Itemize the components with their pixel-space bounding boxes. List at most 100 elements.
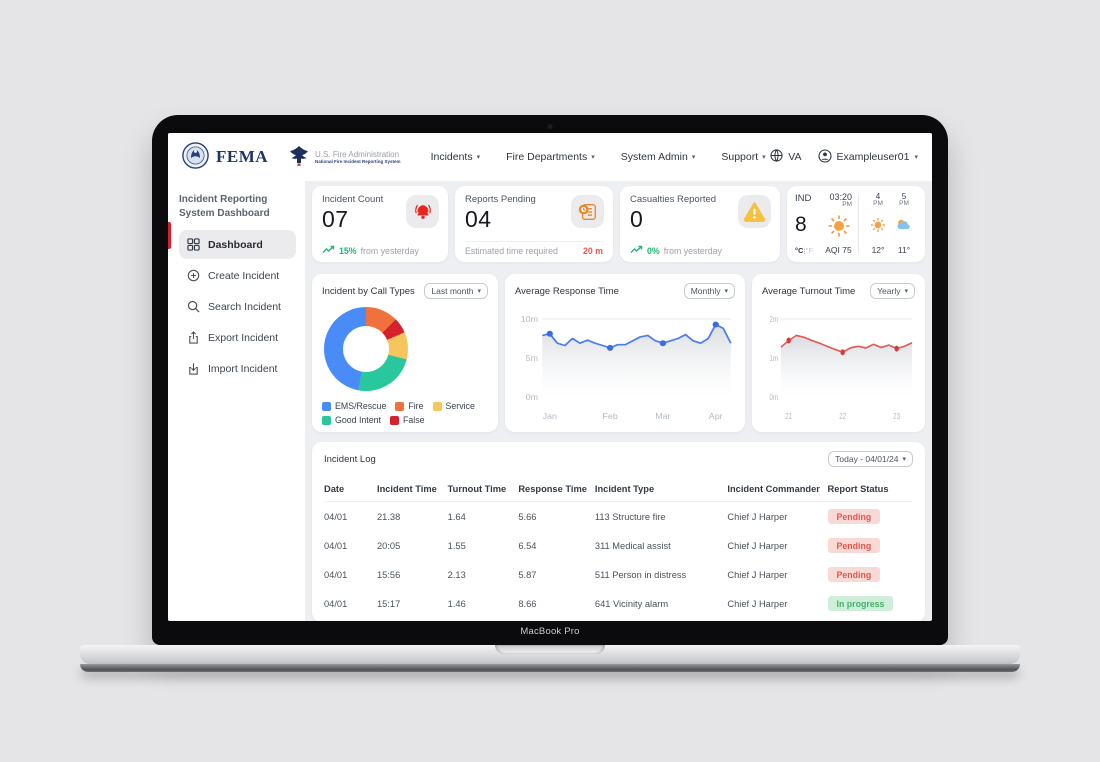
trend-note: from yesterday	[663, 245, 722, 256]
eta-note: Estimated time required	[465, 246, 558, 256]
sidebar-item-export-incident[interactable]: Export Incident	[179, 323, 296, 352]
nav-incidents[interactable]: Incidents ▾	[430, 151, 481, 163]
svg-text:1m: 1m	[769, 353, 778, 363]
chart-title: Incident by Call Types	[322, 285, 415, 297]
usfa-subtitle: National Fire Incident Reporting System	[315, 159, 401, 164]
chevron-down-icon: ▾	[476, 154, 481, 161]
user-menu[interactable]: Exampleuser01 ▾	[817, 148, 918, 166]
table-row[interactable]: 04/01 20:05 1.55 6.54 311 Medical assist Chie…	[324, 531, 913, 560]
import-icon	[187, 362, 200, 375]
sidebar-item-create-incident[interactable]: Create Incident	[179, 261, 296, 290]
weather-location: IND	[795, 193, 812, 204]
dashboard-grid-icon	[187, 238, 200, 251]
svg-text:5m: 5m	[526, 353, 538, 363]
svg-text:2m: 2m	[769, 314, 778, 324]
chevron-down-icon: ▾	[691, 154, 696, 161]
svg-text:Feb: Feb	[602, 411, 617, 421]
nav-support[interactable]: Support ▾	[721, 151, 766, 163]
svg-text:22: 22	[839, 411, 846, 421]
weather-divider	[858, 195, 859, 253]
legend-false: False	[389, 415, 425, 425]
sidebar-item-import-incident[interactable]: Import Incident	[179, 354, 296, 383]
sun-icon	[827, 214, 851, 240]
svg-text:10m: 10m	[521, 314, 538, 324]
weather-card: IND 8 °C|°F 03:20 PM AQI 75	[787, 186, 925, 262]
incident-count-card: Incident Count 07	[312, 186, 448, 262]
period-select[interactable]: Last month ▾	[424, 283, 488, 299]
active-item-accent	[168, 222, 171, 249]
chevron-down-icon: ▾	[477, 288, 481, 295]
col-header-incident-commander: Incident Commander	[727, 484, 820, 494]
turnout-time-line-chart: 2m 1m 0m 21 22 23	[762, 299, 915, 426]
region-selector[interactable]: VA	[770, 149, 802, 165]
avg-turnout-time-card: Average Turnout Time Yearly ▾ 2m 1m 0m 21 22 2…	[752, 274, 925, 432]
sidebar-items: Dashboard Create Incident Search Incident E…	[179, 230, 296, 385]
svg-text:Jan: Jan	[543, 411, 558, 421]
svg-text:23: 23	[893, 411, 900, 421]
reports-pending-value: 04	[465, 206, 492, 232]
svg-text:Apr: Apr	[709, 411, 723, 421]
main-nav: Incidents ▾ Fire Departments ▾ System Admin ▾…	[431, 151, 766, 163]
col-header-date: Date	[324, 484, 345, 494]
date-filter-select[interactable]: Today - 04/01/24 ▾	[828, 451, 913, 467]
avg-response-time-card: Average Response Time Monthly ▾ 10m 5m 0m Ja…	[505, 274, 745, 432]
svg-text:21: 21	[785, 411, 792, 421]
legend-service: Service	[432, 401, 475, 411]
nav-system-admin[interactable]: System Admin ▾	[620, 151, 696, 163]
stat-label: Reports Pending	[465, 194, 536, 205]
warning-triangle-icon	[738, 195, 771, 228]
period-select[interactable]: Yearly ▾	[870, 283, 915, 299]
pending-report-icon	[571, 195, 604, 228]
sun-cloud-icon	[895, 218, 913, 234]
trend-note: from yesterday	[360, 245, 419, 256]
incident-log-card: Incident Log Today - 04/01/24 ▾ Date Incid…	[312, 442, 925, 621]
col-header-response-time: Response Time	[518, 484, 587, 494]
legend-fire: Fire	[395, 401, 424, 411]
top-navbar: FEMA U.S. Fire Administration National F…	[168, 133, 932, 181]
weather-units: °C|°F	[795, 246, 813, 255]
weather-time: 03:20 PM	[829, 192, 852, 208]
stat-cards-row: Incident Count 07	[312, 186, 925, 262]
donut-legend: EMS/Rescue Fire Service Good Intent False	[322, 401, 492, 425]
table-row[interactable]: 04/01 21.38 1.64 5.66 113 Structure fire Chie…	[324, 502, 913, 531]
laptop-base-edge	[80, 664, 1020, 672]
export-icon	[187, 331, 200, 344]
region-label: VA	[788, 151, 802, 163]
fema-seal-icon	[182, 142, 209, 172]
globe-icon	[770, 149, 783, 165]
fema-wordmark: FEMA	[216, 147, 269, 166]
laptop-base	[80, 645, 1020, 664]
sidebar-item-dashboard[interactable]: Dashboard	[179, 230, 296, 259]
app-screen: FEMA U.S. Fire Administration National F…	[168, 133, 932, 621]
status-badge: Pending	[827, 567, 881, 582]
forecast-hour-1: 4 PM 12°	[871, 192, 885, 255]
user-avatar-icon	[817, 148, 832, 166]
period-select[interactable]: Monthly ▾	[683, 283, 735, 299]
charts-row: Incident by Call Types Last month ▾ EMS/R…	[312, 274, 925, 432]
chart-title: Average Response Time	[515, 285, 619, 297]
table-row[interactable]: 04/01 15:17 1.46 8.66 641 Vicinity alarm Chie…	[324, 589, 913, 618]
sidebar-title: Incident Reporting System Dashboard	[179, 194, 270, 219]
incident-log-table: Date Incident Time Turnout Time Response Ti…	[324, 477, 913, 618]
alarm-bell-icon	[406, 195, 439, 228]
trend-up-icon	[630, 245, 643, 256]
laptop-base-notch	[495, 645, 605, 654]
svg-text:Mar: Mar	[655, 411, 670, 421]
forecast-hour-2: 5 PM 11°	[891, 193, 917, 255]
status-badge: Pending	[827, 509, 881, 524]
reports-pending-card: Reports Pending 04 Estimated time requir…	[455, 186, 613, 262]
legend-ems-rescue: EMS/Rescue	[322, 401, 386, 411]
col-header-turnout-time: Turnout Time	[447, 484, 507, 494]
trend-up-icon	[322, 245, 335, 256]
chevron-down-icon: ▾	[724, 288, 728, 295]
chart-title: Average Turnout Time	[762, 285, 856, 297]
nav-fire-departments[interactable]: Fire Departments ▾	[506, 151, 595, 163]
plus-circle-icon	[187, 269, 200, 282]
stat-label: Casualties Reported	[630, 194, 717, 205]
table-row[interactable]: 04/01 15:56 2.13 5.87 511 Person in distress…	[324, 560, 913, 589]
usfa-title: U.S. Fire Administration	[315, 149, 400, 159]
incident-by-call-types-card: Incident by Call Types Last month ▾ EMS/R…	[312, 274, 498, 432]
table-header-row: Date Incident Time Turnout Time Response Ti…	[324, 477, 913, 502]
sidebar-item-search-incident[interactable]: Search Incident	[179, 292, 296, 321]
legend-good-intent: Good Intent	[322, 415, 381, 425]
